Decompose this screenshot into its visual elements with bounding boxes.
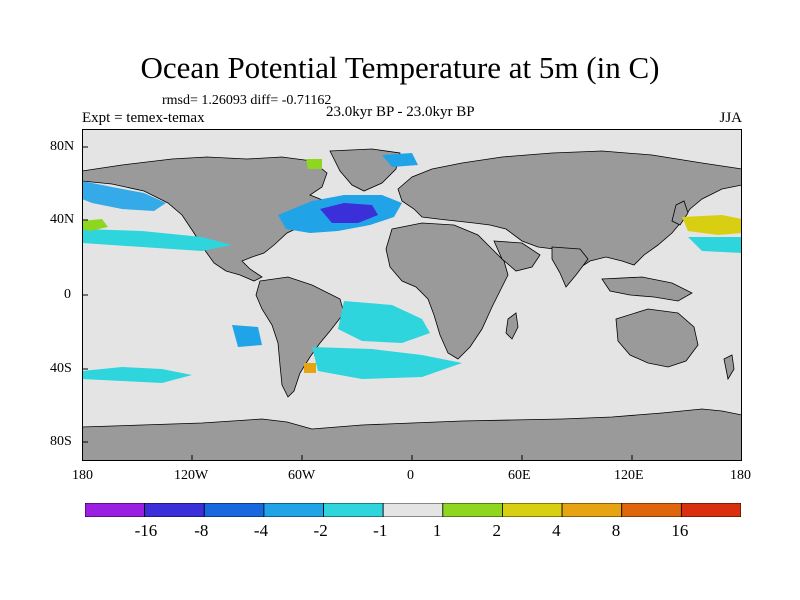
maritime-continent	[601, 276, 693, 302]
agulhas-warm-spot	[304, 363, 316, 373]
greenland	[329, 148, 401, 192]
lon-label-120w: 120W	[174, 468, 209, 483]
colorbar-box-3	[263, 503, 324, 517]
north-atlantic-strong-cool	[320, 203, 378, 223]
southern-ocean-cool-west	[82, 367, 192, 383]
colorbar-label-6: 2	[492, 521, 501, 540]
season-label: JJA	[719, 110, 742, 126]
arabia	[493, 240, 541, 272]
plot-title: Ocean Potential Temperature at 5m (in C)	[140, 50, 660, 85]
lon-label-120e: 120E	[614, 468, 644, 483]
colorbar-box-0	[85, 503, 146, 517]
colorbar-label-2: -4	[253, 521, 269, 540]
colorbar-label-9: 16	[671, 521, 689, 540]
north-pacific-cool-patch	[82, 181, 166, 211]
south-pacific-cool	[232, 325, 262, 347]
colorbar-label-4: -1	[373, 521, 388, 540]
lat-label-40s: 40S	[50, 361, 72, 376]
north-america	[82, 156, 331, 282]
antarctica	[82, 408, 742, 461]
anomaly-patches	[82, 153, 742, 383]
kuroshio-cool-band	[688, 237, 742, 253]
colorbar-label-8: 8	[611, 521, 621, 540]
colorbar-box-9	[621, 503, 682, 517]
axis-ticks	[82, 146, 633, 461]
world-map	[82, 129, 742, 461]
lon-label-0: 0	[407, 468, 414, 483]
colorbar-box-10	[680, 503, 741, 517]
south-america	[255, 276, 345, 398]
colorbar-box-6	[442, 503, 503, 517]
colorbar-label-5: 1	[432, 521, 442, 540]
kuroshio-warm-patch	[682, 215, 742, 235]
southern-ocean-cool-east	[312, 347, 462, 379]
colorbar-label-0: -16	[134, 521, 158, 540]
colorbar-label-7: 4	[552, 521, 561, 540]
lat-label-80s: 80S	[50, 434, 72, 449]
period-label: 23.0kyr BP - 23.0kyr BP	[326, 104, 475, 120]
north-pacific-warm-patch	[82, 219, 108, 231]
lon-label-180e: 180	[730, 468, 751, 483]
arctic-warm-spot	[306, 159, 322, 169]
africa	[385, 222, 509, 360]
colorbar-box-4	[323, 503, 384, 517]
nordic-cool-spot	[382, 153, 418, 167]
colorbar-label-3: -2	[313, 521, 328, 540]
eurasia	[397, 150, 742, 270]
colorbar-box-8	[561, 503, 623, 517]
colorbar-label-1: -8	[194, 521, 209, 540]
experiment-label: Expt = temex-temax	[82, 110, 205, 126]
lon-label-180w: 180	[72, 468, 93, 483]
lat-label-40n: 40N	[50, 212, 75, 227]
india	[551, 246, 589, 288]
colorbar	[85, 503, 741, 517]
lon-label-60e: 60E	[508, 468, 531, 483]
madagascar	[505, 312, 519, 340]
south-atlantic-cool	[338, 301, 430, 343]
colorbar-box-2	[203, 503, 265, 517]
australia	[615, 308, 699, 368]
colorbar-box-5	[382, 503, 444, 517]
lon-label-60w: 60W	[288, 468, 316, 483]
new-zealand	[723, 354, 735, 381]
lat-label-80n: 80N	[50, 139, 75, 154]
lat-label-0: 0	[64, 287, 71, 302]
colorbar-box-1	[144, 503, 205, 517]
colorbar-box-7	[502, 503, 563, 517]
arctic-shelf	[82, 129, 742, 159]
stats-label: rmsd= 1.26093 diff= -0.71162	[162, 93, 332, 108]
pacific-cool-band	[82, 229, 232, 251]
